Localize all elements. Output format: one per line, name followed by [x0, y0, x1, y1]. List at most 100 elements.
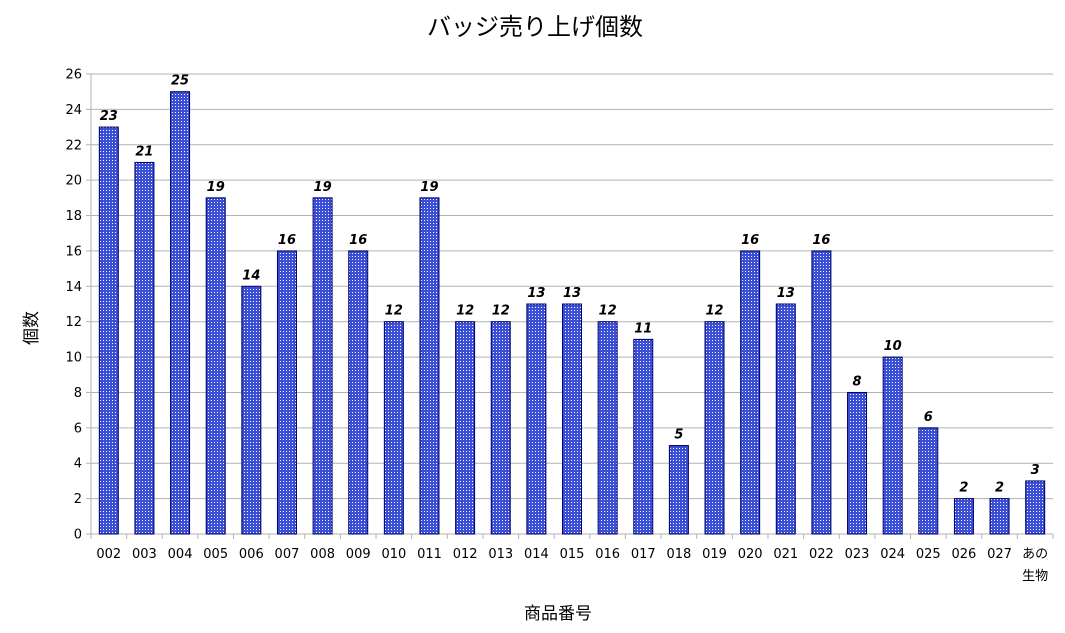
x-tick-label-014: 014 [524, 547, 549, 562]
x-tick-label-009: 009 [346, 547, 371, 562]
y-tick-label: 24 [65, 103, 82, 118]
bar-027 [989, 498, 1010, 535]
x-tick-label-013: 013 [488, 547, 513, 562]
x-tick-label-027: 027 [987, 547, 1012, 562]
bar-019 [704, 321, 725, 535]
bar-003 [134, 161, 155, 535]
x-tick-label-018: 018 [666, 547, 691, 562]
bar-あの生物 [1025, 480, 1046, 535]
data-label-004: 25 [171, 74, 189, 89]
data-label-002: 23 [100, 109, 118, 124]
data-label-014: 13 [527, 286, 545, 301]
x-axis-title: 商品番号 [524, 604, 592, 624]
data-label-018: 5 [674, 428, 683, 443]
data-label-025: 6 [924, 410, 933, 425]
bar-013 [490, 321, 511, 535]
data-label-013: 12 [492, 304, 510, 319]
bar-022 [811, 250, 832, 535]
x-tick-label-012: 012 [453, 547, 478, 562]
data-label-016: 12 [599, 304, 617, 319]
bar-008 [312, 197, 333, 535]
data-label-019: 12 [705, 304, 723, 319]
x-tick-label-あの生物: あの生物 [1022, 547, 1048, 584]
data-label-010: 12 [385, 304, 403, 319]
y-tick-label: 0 [74, 528, 82, 543]
bar-024 [882, 356, 903, 535]
x-tick-label-002: 002 [96, 547, 121, 562]
bar-004 [170, 91, 191, 535]
bar-007 [276, 250, 297, 535]
data-label-あの生物: 3 [1031, 463, 1040, 478]
data-label-024: 10 [884, 339, 902, 354]
y-tick-label: 12 [65, 315, 82, 330]
x-tick-label-022: 022 [809, 547, 834, 562]
x-tick-label-007: 007 [275, 547, 300, 562]
x-axis-ticks: 002 003 004 005 006 007 008 009 010 011 012 013 014 0… [90, 534, 1054, 584]
x-tick-label-004: 004 [168, 547, 193, 562]
y-tick-label: 4 [74, 457, 82, 472]
y-tick-label: 8 [74, 386, 82, 401]
y-tick-label: 14 [65, 280, 82, 295]
data-label-009: 16 [349, 233, 367, 248]
bars [98, 91, 1046, 535]
x-tick-label-021: 021 [773, 547, 798, 562]
x-tick-label-011: 011 [417, 547, 442, 562]
bar-015 [562, 303, 582, 535]
y-tick-label: 26 [65, 68, 82, 83]
x-tick-label-024: 024 [880, 547, 905, 562]
x-tick-label-003: 003 [132, 547, 157, 562]
data-label-021: 13 [777, 286, 795, 301]
bar-023 [847, 391, 868, 535]
data-label-027: 2 [995, 481, 1004, 496]
bar-002 [98, 126, 119, 535]
bar-026 [953, 498, 974, 535]
data-label-007: 16 [278, 233, 296, 248]
x-tick-label-010: 010 [381, 547, 406, 562]
x-tick-label-020: 020 [738, 547, 763, 562]
y-tick-label: 16 [65, 244, 82, 259]
y-tick-label: 22 [65, 138, 82, 153]
bar-016 [597, 321, 618, 535]
bar-012 [455, 321, 476, 535]
y-tick-label: 2 [74, 492, 82, 507]
data-label-022: 16 [812, 233, 830, 248]
data-label-017: 11 [634, 321, 652, 336]
x-tick-label-015: 015 [560, 547, 585, 562]
x-tick-label-008: 008 [310, 547, 335, 562]
y-tick-label: 6 [74, 421, 82, 436]
bar-010 [383, 321, 404, 535]
data-label-005: 19 [207, 180, 225, 195]
bar-018 [668, 445, 689, 535]
x-tick-label-019: 019 [702, 547, 727, 562]
data-label-020: 16 [741, 233, 759, 248]
bar-006 [241, 285, 262, 535]
x-tick-label-026: 026 [952, 547, 977, 562]
bar-017 [633, 338, 654, 535]
x-tick-label-017: 017 [631, 547, 656, 562]
data-label-012: 12 [456, 304, 474, 319]
bar-025 [918, 427, 939, 535]
data-label-003: 21 [135, 144, 153, 159]
bar-011 [419, 197, 440, 535]
data-label-015: 13 [563, 286, 581, 301]
chart-title: バッジ売り上げ個数 [427, 13, 643, 41]
bar-005 [205, 197, 226, 535]
x-tick-label-023: 023 [845, 547, 870, 562]
x-tick-label-016: 016 [595, 547, 620, 562]
data-label-026: 2 [959, 481, 968, 496]
data-label-011: 19 [420, 180, 438, 195]
x-tick-label-005: 005 [203, 547, 228, 562]
x-tick-label-025: 025 [916, 547, 941, 562]
bar-009 [348, 250, 369, 535]
data-label-008: 19 [314, 180, 332, 195]
y-axis-title: 個数 [22, 311, 42, 345]
y-tick-label: 10 [65, 351, 82, 366]
bar-021 [775, 303, 796, 535]
x-tick-label-006: 006 [239, 547, 264, 562]
data-label-006: 14 [242, 268, 260, 283]
y-tick-label: 18 [65, 209, 82, 224]
y-tick-label: 20 [65, 174, 82, 189]
